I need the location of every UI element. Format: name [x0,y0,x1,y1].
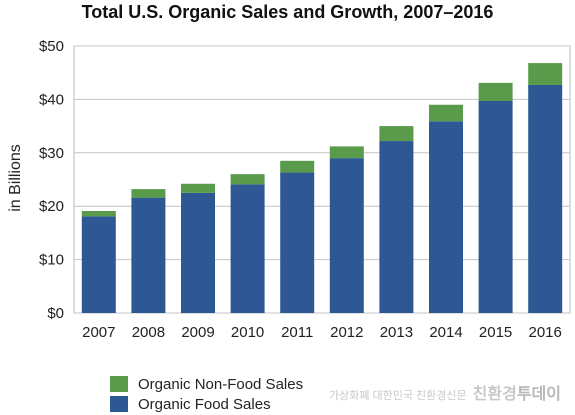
bar-non-food [478,82,513,102]
watermark-brand-left: 친환경 [472,386,517,403]
legend-item-food: Organic Food Sales [110,394,303,414]
bar-food [329,158,364,313]
bar-non-food [528,63,563,85]
bar-non-food [230,174,265,185]
bar-food [478,101,513,313]
y-tick-label: $0 [47,305,64,322]
x-tick-label: 2009 [181,324,214,341]
chart-title: Total U.S. Organic Sales and Growth, 200… [81,2,494,22]
bar-non-food [379,126,414,142]
bar-food [379,141,414,313]
legend-label-food: Organic Food Sales [138,395,271,413]
watermark: 가상화폐 대한민국 친환경신문 친환경투데이 [329,380,561,404]
y-tick-label: $50 [39,38,64,55]
bar-food [81,216,116,313]
x-tick-label: 2011 [281,324,313,341]
y-tick-label: $40 [39,91,64,108]
bar-non-food [131,189,166,198]
watermark-tagline: 가상화폐 대한민국 친환경신문 [328,390,467,402]
legend: Organic Non-Food Sales Organic Food Sale… [110,374,303,414]
x-tick-label: 2008 [132,324,165,341]
x-tick-label: 2016 [529,324,562,341]
x-tick-label: 2012 [330,324,363,341]
bar-food [230,184,265,313]
bar-food [131,197,166,313]
legend-item-non-food: Organic Non-Food Sales [110,374,303,394]
watermark-brand-right: 투데이 [516,386,561,403]
x-tick-label: 2013 [380,324,413,341]
bar-food [528,84,563,314]
bar-non-food [181,183,215,193]
x-tick-label: 2015 [479,324,512,341]
y-axis-title: in Billions [7,144,24,212]
chart-plot: $0 $10 $20 $30 $40 $50 2007 2008 2009 2010 2011 201… [7,38,571,341]
bar-food [429,121,463,313]
bar-non-food [329,146,364,159]
x-tick-label: 2007 [82,324,115,341]
bar-food [181,192,215,313]
x-tick-label: 2010 [231,324,264,341]
legend-swatch-non-food [110,376,128,392]
y-tick-label: $10 [39,252,64,269]
bar-non-food [429,104,463,122]
y-tick-label: $20 [39,198,64,215]
legend-swatch-food [110,396,128,412]
legend-label-non-food: Organic Non-Food Sales [138,375,304,393]
bars [81,63,563,314]
axes: $0 $10 $20 $30 $40 $50 2007 2008 2009 2010 2011 201… [39,38,562,341]
bar-non-food [81,211,116,217]
x-tick-label: 2014 [429,324,462,341]
bar-food [280,172,315,313]
y-tick-label: $30 [39,145,64,162]
bar-non-food [280,160,315,173]
